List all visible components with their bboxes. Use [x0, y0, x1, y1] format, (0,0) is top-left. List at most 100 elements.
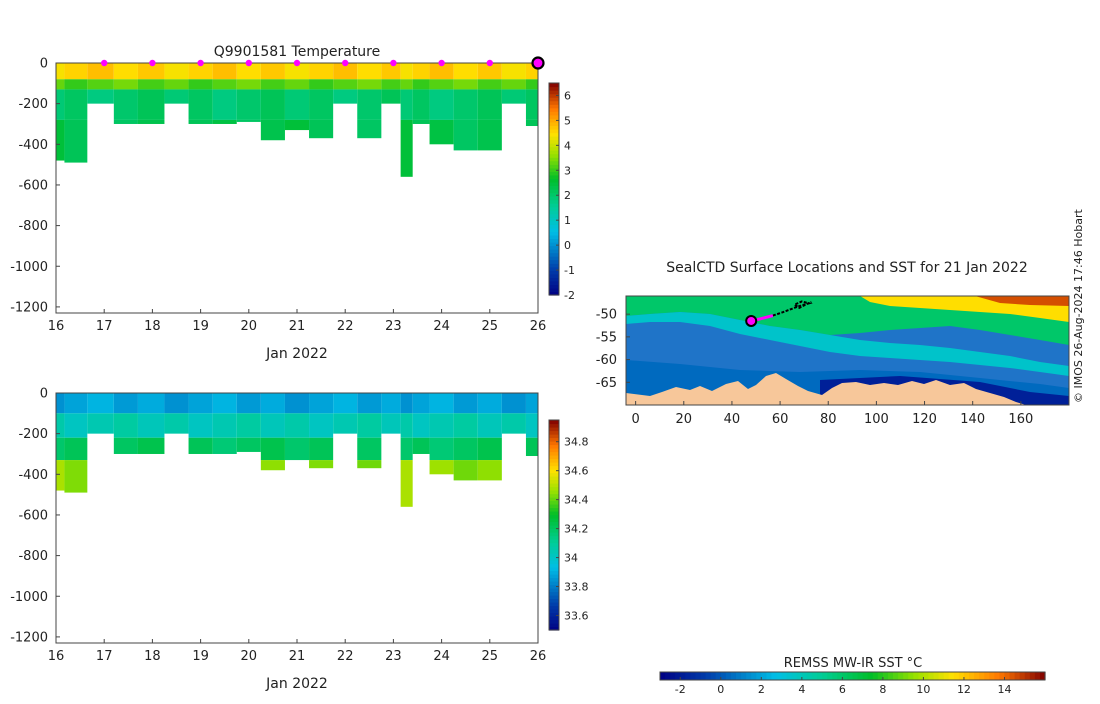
temperature-profile-cell: [309, 119, 334, 139]
temperature-profile-cell: [113, 119, 138, 124]
temperature-colorbar-swatch: [549, 111, 559, 116]
sst-colorbar-swatch: [766, 672, 773, 680]
sst-colorbar-swatch: [847, 672, 854, 680]
salinity-profile-cell: [260, 393, 285, 414]
sst-colorbar-swatch: [832, 672, 838, 680]
salinity-y-tick-label: -1000: [10, 590, 48, 605]
temperature-profile-cell: [284, 63, 310, 80]
salinity-profile-cell: [113, 437, 138, 454]
salinity-profile-cell: [137, 437, 165, 454]
salinity-profile-cell: [87, 393, 114, 414]
temperature-colorbar-swatch: [549, 174, 559, 179]
salinity-colorbar-swatch: [549, 577, 559, 582]
sst-map-x-tick-label: 100: [864, 412, 889, 427]
temperature-colorbar-swatch: [549, 192, 559, 197]
temperature-colorbar-swatch: [549, 86, 559, 91]
salinity-colorbar-swatch: [549, 497, 559, 502]
salinity-profile-cell: [525, 393, 538, 414]
sst-map-x-tick-label: 140: [960, 412, 985, 427]
temperature-profile-cell: [64, 119, 88, 163]
sst-colorbar-swatch: [1029, 672, 1036, 680]
sst-colorbar-tick-label: 14: [997, 683, 1011, 696]
salinity-profile-cell: [429, 393, 454, 414]
temperature-colorbar-swatch: [549, 107, 559, 112]
salinity-colorbar-swatch: [549, 455, 559, 460]
temperature-profile-cell: [56, 79, 65, 90]
sst-colorbar-swatch: [974, 672, 980, 680]
salinity-profile-cell: [453, 393, 478, 414]
sst-colorbar-swatch: [1004, 672, 1011, 680]
sst-map-frame: [625, 295, 1070, 406]
salinity-colorbar-swatch: [549, 423, 559, 428]
salinity-y-tick-label: -200: [18, 427, 48, 442]
salinity-colorbar-swatch: [549, 462, 559, 467]
sst-colorbar-swatch: [867, 672, 874, 680]
temperature-colorbar-swatch: [549, 83, 559, 88]
sst-colorbar-swatch: [670, 672, 676, 680]
temperature-profile-cell: [357, 79, 382, 90]
temperature-colorbar-swatch: [549, 206, 559, 211]
profile-markers: [101, 56, 545, 70]
salinity-profile-cell: [284, 437, 310, 461]
salinity-profile-cell: [357, 393, 382, 414]
sst-colorbar-swatch: [817, 672, 823, 680]
temperature-colorbar-swatch: [549, 213, 559, 218]
temperature-profile-cell: [188, 63, 213, 80]
temperature-colorbar-swatch: [549, 136, 559, 141]
temperature-colorbar-frame: [548, 82, 560, 296]
temperature-profile-cell: [309, 63, 334, 80]
temperature-colorbar-swatch: [549, 196, 559, 201]
temperature-profile-cell: [137, 63, 165, 80]
salinity-profile-cell: [309, 460, 334, 469]
temperature-profile-cell: [113, 79, 138, 90]
temperature-x-tick-label: 19: [192, 319, 209, 334]
temperature-colorbar-swatch: [549, 227, 559, 232]
temperature-colorbar-swatch: [549, 157, 559, 162]
salinity-colorbar-swatch: [549, 584, 559, 589]
sst-colorbar-swatch: [943, 672, 950, 680]
sst-colorbar-swatch: [918, 672, 925, 680]
sst-map-ticks: 0 20 40 60 80 100 120 140 160 -50 -55 -60 -65: [596, 308, 1033, 427]
sst-colorbar-tick-label: 12: [957, 683, 971, 696]
salinity-colorbar-swatch: [549, 490, 559, 495]
salinity-profile-cell: [429, 460, 454, 475]
temperature-colorbar-tick-label: 4: [564, 139, 571, 152]
salinity-colorbar-swatch: [549, 430, 559, 435]
temperature-colorbar-swatch: [549, 199, 559, 204]
temperature-profile-cell: [236, 119, 261, 122]
sst-zone-warm-core: [975, 296, 1069, 306]
temperature-profile-cell: [164, 89, 189, 104]
sst-colorbar-swatch: [963, 672, 970, 680]
salinity-x-tick-label: 19: [192, 649, 209, 664]
salinity-colorbar-swatch: [549, 493, 559, 498]
temperature-profile-cell: [381, 63, 401, 80]
temperature-profile-cell: [429, 89, 454, 120]
salinity-colorbar-swatch: [549, 567, 559, 572]
sst-colorbar-swatch: [999, 672, 1006, 680]
seal-track-path: [772, 300, 813, 317]
sst-colorbar-swatch: [771, 672, 778, 680]
temperature-profile-cell: [412, 63, 430, 80]
temperature-title: Q9901581 Temperature: [214, 44, 381, 60]
sst-colorbar-swatch: [660, 672, 666, 680]
salinity-profile-cell: [64, 393, 88, 414]
temperature-profile-cell: [412, 89, 430, 120]
temperature-colorbar-swatch: [549, 178, 559, 183]
sst-colorbar-swatch: [675, 672, 681, 680]
salinity-profile-cell: [333, 413, 358, 434]
temperature-profile-cell: [188, 119, 213, 124]
temperature-colorbar-swatch: [549, 121, 559, 126]
sst-colorbar-swatch: [776, 672, 783, 680]
sst-colorbar-tick-label: 4: [798, 683, 805, 696]
temperature-profile-cell: [501, 63, 526, 80]
temperature-x-tick-label: 23: [385, 319, 402, 334]
temperature-colorbar-swatch: [549, 189, 559, 194]
salinity-profile-cell: [212, 393, 237, 414]
salinity-profile-cell: [429, 437, 454, 461]
temperature-profile-cell: [357, 89, 382, 120]
sst-map-x-tick-label: 40: [724, 412, 741, 427]
sst-zone-polar-frontal: [626, 312, 1069, 376]
salinity-profile-cell: [357, 437, 382, 461]
sst-colorbar-swatch: [979, 672, 985, 680]
sst-colorbar-swatch: [872, 672, 879, 680]
